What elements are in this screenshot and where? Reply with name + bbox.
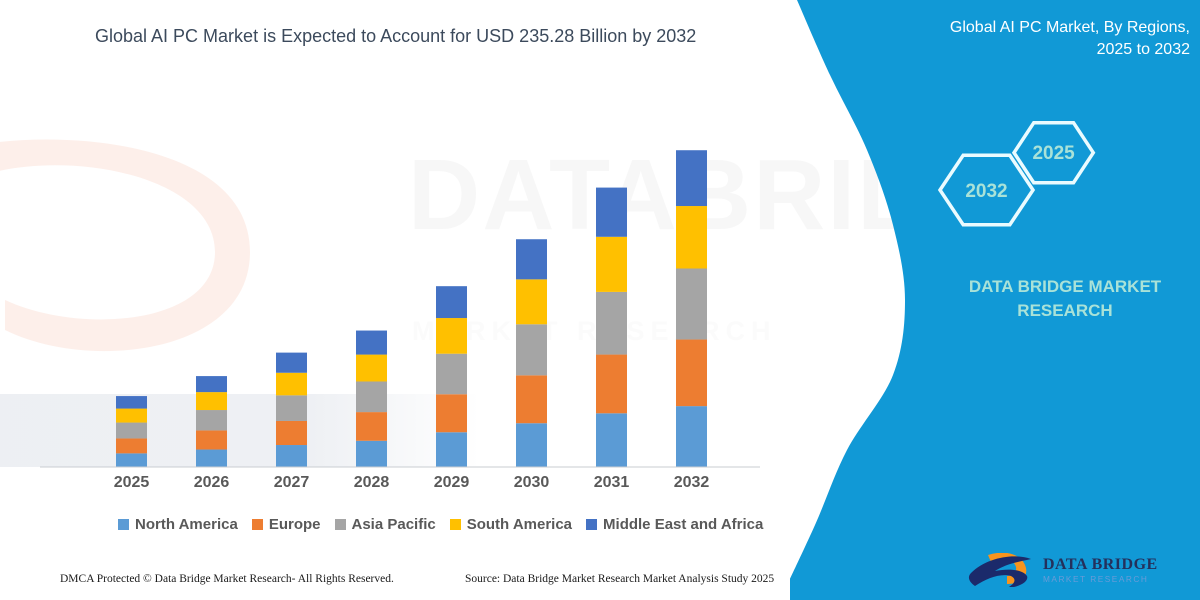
- svg-text:2025: 2025: [1032, 143, 1075, 164]
- svg-text:2032: 2032: [965, 181, 1007, 202]
- svg-text:MARKET RESEARCH: MARKET RESEARCH: [1043, 574, 1148, 584]
- svg-text:DATA BRIDGE: DATA BRIDGE: [1043, 556, 1158, 573]
